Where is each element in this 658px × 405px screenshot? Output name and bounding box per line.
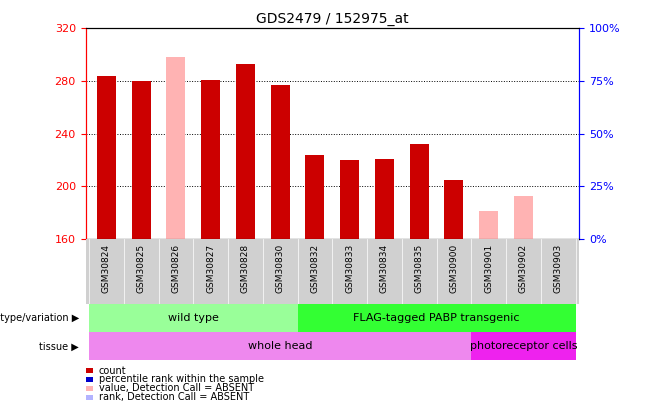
Text: photoreceptor cells: photoreceptor cells (470, 341, 577, 351)
Text: whole head: whole head (248, 341, 313, 351)
Text: GSM30901: GSM30901 (484, 244, 494, 293)
Bar (410, 144, 429, 239)
Text: GSM30827: GSM30827 (206, 244, 215, 293)
Text: GSM30825: GSM30825 (137, 244, 145, 293)
Text: GSM30826: GSM30826 (171, 244, 180, 293)
Text: GSM30834: GSM30834 (380, 244, 389, 293)
Text: GSM30830: GSM30830 (276, 244, 285, 293)
Bar (89, 304, 297, 332)
Bar (375, 159, 394, 239)
Text: value, Detection Call = ABSENT: value, Detection Call = ABSENT (99, 384, 254, 393)
Text: FLAG-tagged PABP transgenic: FLAG-tagged PABP transgenic (353, 313, 520, 323)
Text: GSM30828: GSM30828 (241, 244, 250, 293)
Bar (479, 211, 498, 239)
Bar (471, 332, 576, 360)
Text: GSM30824: GSM30824 (102, 244, 111, 293)
Text: GSM30833: GSM30833 (345, 244, 354, 293)
Bar (270, 85, 290, 239)
Text: GSM30902: GSM30902 (519, 244, 528, 293)
Bar (444, 180, 463, 239)
Bar (201, 80, 220, 239)
Text: GSM30900: GSM30900 (449, 244, 459, 293)
Text: genotype/variation ▶: genotype/variation ▶ (0, 313, 79, 323)
Text: count: count (99, 366, 126, 375)
Bar (305, 155, 324, 239)
Title: GDS2479 / 152975_at: GDS2479 / 152975_at (256, 12, 409, 26)
Bar (166, 58, 186, 239)
Bar (514, 196, 533, 239)
Text: rank, Detection Call = ABSENT: rank, Detection Call = ABSENT (99, 392, 249, 402)
Text: percentile rank within the sample: percentile rank within the sample (99, 375, 264, 384)
Bar (340, 160, 359, 239)
Text: GSM30835: GSM30835 (415, 244, 424, 293)
Bar (89, 332, 471, 360)
Text: GSM30832: GSM30832 (311, 244, 319, 293)
Text: wild type: wild type (168, 313, 218, 323)
Bar (132, 81, 151, 239)
Bar (297, 304, 576, 332)
Bar (236, 64, 255, 239)
Bar (97, 76, 116, 239)
Text: GSM30903: GSM30903 (553, 244, 563, 293)
Text: tissue ▶: tissue ▶ (39, 341, 79, 351)
